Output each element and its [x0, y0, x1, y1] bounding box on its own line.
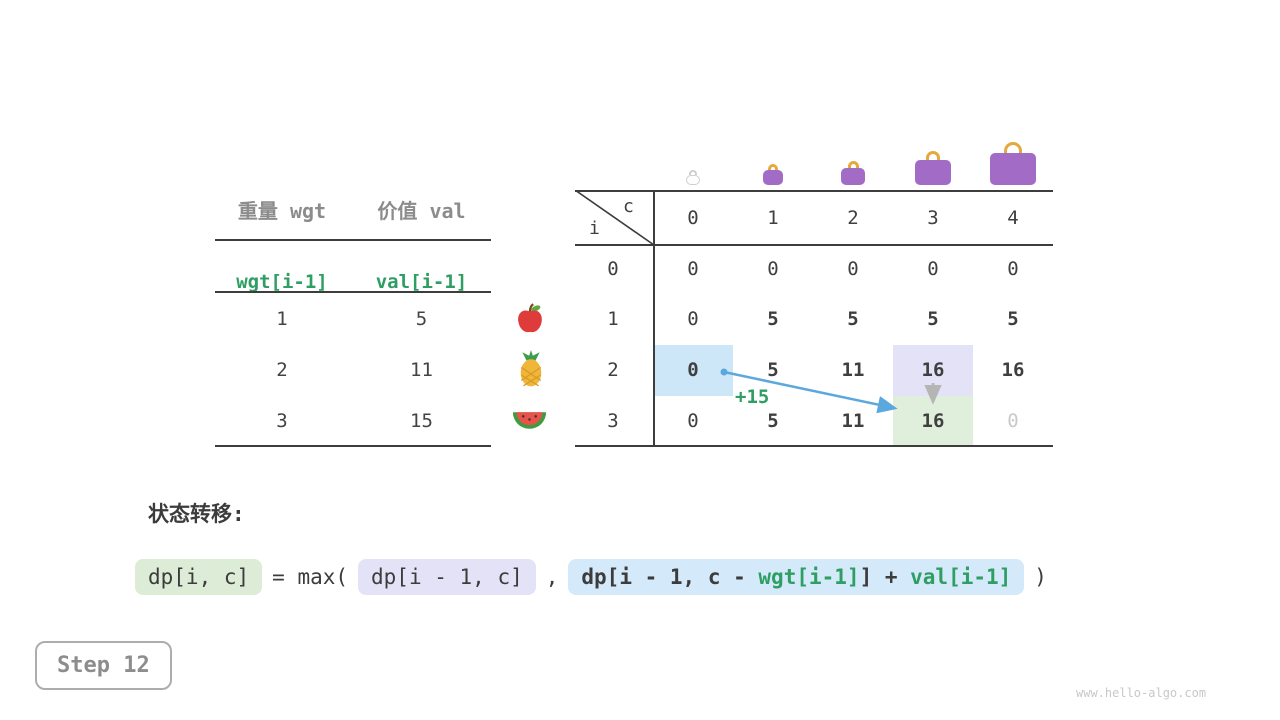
handbag-handle: [926, 151, 940, 160]
dp-cell-above: 16: [921, 359, 945, 381]
dp-col-header: 2: [847, 207, 859, 229]
formula-lhs-box: dp[i, c]: [135, 559, 263, 595]
formula-arg2-pre: dp[i - 1, c -: [581, 565, 759, 589]
value-column-header: 价值 val: [377, 199, 466, 223]
dp-cell: 11: [841, 359, 865, 381]
dp-cell: 5: [847, 308, 859, 330]
dp-table: c i 0 1 2 3 4 0 0 0 0 0 0 1 0 5 5 5 5 2 …: [575, 190, 1053, 447]
dp-cell: 5: [767, 410, 779, 432]
handbag-body: [915, 160, 951, 185]
dp-row-label: 1: [607, 308, 619, 330]
handbag-handle: [1004, 142, 1022, 153]
item-value: 5: [415, 308, 428, 330]
dp-col-header: 1: [767, 207, 779, 229]
item-table: 重量 wgt 价值 val wgt[i-1] val[i-1] 1 5 2 11…: [215, 190, 491, 452]
weight-column-header: 重量 wgt: [237, 199, 327, 223]
plus-value-annotation: +15: [735, 386, 770, 408]
dp-table-border-top: [575, 190, 1053, 192]
dp-transition-formula: dp[i, c] = max( dp[i - 1, c] , dp[i - 1,…: [135, 559, 1047, 595]
dp-table-label-divider: [653, 190, 655, 446]
corner-col-label: c: [623, 196, 634, 217]
dp-col-header: 4: [1007, 207, 1019, 229]
handbag-icon-xlarge: [990, 142, 1036, 185]
item-weight: 2: [276, 359, 288, 381]
pineapple-icon: [520, 350, 542, 387]
dp-cell: 0: [847, 258, 859, 280]
dp-cell: 0: [1007, 258, 1019, 280]
handbag-icon-ghost: [686, 170, 700, 185]
dp-cell: 0: [687, 258, 699, 280]
handbag-handle: [689, 170, 697, 175]
formula-arg2-mid: ] +: [859, 565, 911, 589]
apple-icon: [518, 303, 542, 333]
highlight-source-cell-blue: [653, 345, 733, 396]
dp-cell: 5: [767, 308, 779, 330]
handbag-icon-medium: [841, 161, 865, 185]
watermelon-icon: [512, 412, 547, 429]
formula-arg2-wgt: wgt[i-1]: [758, 565, 860, 589]
dp-cell-current: 16: [921, 410, 945, 432]
item-table-divider-bottom: [215, 445, 491, 447]
dp-row-label: 0: [607, 258, 619, 280]
dp-table-border-bottom: [575, 445, 1053, 447]
formula-separator: ,: [545, 565, 559, 589]
handbag-body: [990, 153, 1036, 185]
dp-cell: 0: [687, 410, 699, 432]
dp-cell: 5: [767, 359, 779, 381]
dp-col-header: 0: [687, 207, 699, 229]
handbag-icon-large: [915, 151, 951, 185]
dp-cell: 11: [841, 410, 865, 432]
formula-equals-max: = max(: [272, 565, 349, 589]
dp-cell-source: 0: [687, 359, 699, 381]
item-table-divider-mid: [215, 291, 491, 293]
value-formula-cell: val[i-1]: [375, 271, 468, 293]
formula-arg2-box: dp[i - 1, c - wgt[i-1]] + val[i-1]: [568, 559, 1025, 595]
dp-row-label: 2: [607, 359, 619, 381]
formula-arg2-val: val[i-1]: [910, 565, 1012, 589]
handbag-icon-small: [763, 164, 783, 185]
corner-row-label: i: [589, 218, 600, 239]
item-table-divider-top: [215, 239, 491, 241]
dp-cell-pending: 0: [1007, 410, 1019, 432]
handbag-body: [763, 170, 783, 185]
step-badge: Step 12: [35, 641, 172, 690]
dp-table-header-divider: [575, 244, 1053, 246]
item-value: 11: [410, 359, 433, 381]
dp-cell: 0: [927, 258, 939, 280]
handbag-body: [841, 168, 865, 185]
dp-cell: 5: [927, 308, 939, 330]
dp-col-header: 3: [927, 207, 939, 229]
formula-arg1-box: dp[i - 1, c]: [358, 559, 536, 595]
formula-close-paren: ): [1034, 565, 1047, 589]
dp-row-label: 3: [607, 410, 619, 432]
dp-cell: 16: [1001, 359, 1025, 381]
handbag-body: [686, 175, 700, 185]
weight-formula-cell: wgt[i-1]: [236, 271, 328, 293]
dp-cell: 5: [1007, 308, 1019, 330]
dp-table-corner-diagonal: [575, 190, 655, 246]
dp-cell: 0: [687, 308, 699, 330]
handbag-handle: [768, 164, 778, 170]
dp-cell: 0: [767, 258, 779, 280]
handbag-handle: [847, 161, 859, 168]
item-value: 15: [410, 410, 433, 432]
item-weight: 3: [276, 410, 288, 432]
site-watermark: www.hello-algo.com: [1076, 686, 1207, 700]
item-weight: 1: [276, 308, 288, 330]
state-transition-label: 状态转移:: [148, 502, 245, 526]
